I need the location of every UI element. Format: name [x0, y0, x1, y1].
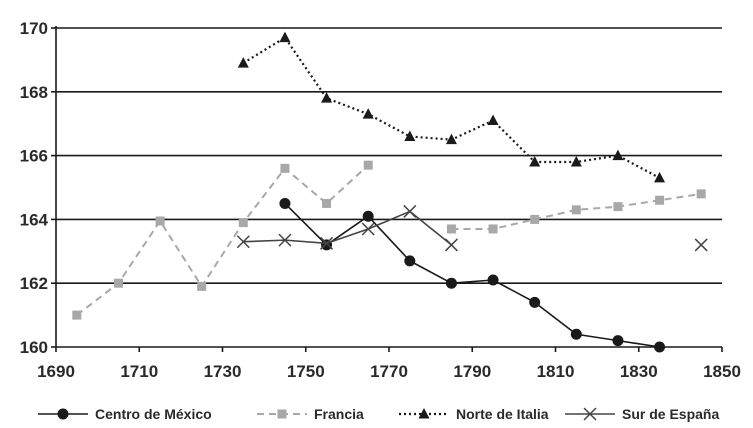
data-point-norte-de-italia-1765 — [362, 108, 374, 119]
series-layer — [72, 31, 708, 353]
y-tick-label-162: 162 — [20, 274, 48, 293]
data-point-norte-de-italia-1815 — [570, 155, 582, 167]
data-point-francia-1805 — [530, 214, 540, 224]
x-tick-label-1850: 1850 — [703, 362, 741, 381]
data-point-sur-de-espana-1745 — [278, 233, 292, 247]
series-line-centro-de-mexico-0 — [284, 202, 660, 348]
data-point-norte-de-italia-1825 — [612, 149, 624, 161]
data-point-norte-de-italia-1785 — [445, 133, 457, 145]
series-sur-de-espana — [236, 204, 708, 252]
data-point-norte-de-italia-1755 — [321, 92, 333, 103]
x-tick-label-1810: 1810 — [537, 362, 575, 381]
y-tick-label-168: 168 — [20, 83, 48, 102]
y-tick-label-170: 170 — [20, 19, 48, 38]
axes — [55, 26, 722, 348]
y-tick-label-166: 166 — [20, 147, 48, 166]
legend-swatch-marker-sur-de-espana — [583, 407, 597, 421]
data-point-norte-de-italia-1775 — [404, 130, 416, 141]
data-point-norte-de-italia-1795 — [487, 114, 499, 126]
legend: Centro de México Francia Norte de Italia Su… — [38, 406, 719, 422]
data-point-sur-de-espana-1755 — [320, 236, 334, 250]
data-point-francia-1705 — [113, 278, 123, 288]
x-tick-label-1690: 1690 — [37, 362, 75, 381]
data-point-francia-1815 — [571, 205, 581, 215]
legend-item-centro-de-mexico: Centro de México — [38, 406, 212, 422]
legend-swatch-marker-centro-de-mexico — [57, 408, 69, 420]
data-point-francia-1725 — [197, 281, 207, 291]
data-point-francia-1745 — [280, 163, 290, 173]
data-point-francia-1735 — [238, 218, 248, 228]
data-point-francia-1755 — [322, 198, 332, 208]
series-line-francia-0 — [76, 164, 369, 316]
data-point-norte-de-italia-1835 — [654, 171, 666, 183]
x-tick-label-1790: 1790 — [453, 362, 491, 381]
data-point-francia-1835 — [655, 195, 665, 205]
y-axis-ticks: 160 162 164 166 168 170 — [20, 19, 56, 357]
y-tick-label-164: 164 — [20, 210, 49, 229]
data-point-sur-de-espana-1765 — [361, 222, 375, 236]
data-point-sur-de-espana-1775 — [403, 204, 417, 218]
data-point-centro-de-mexico-1805 — [529, 296, 541, 308]
data-point-norte-de-italia-1735 — [237, 57, 249, 68]
data-point-centro-de-mexico-1765 — [362, 210, 374, 222]
data-point-centro-de-mexico-1835 — [654, 341, 666, 353]
data-point-centro-de-mexico-1785 — [445, 277, 457, 289]
data-point-francia-1765 — [363, 160, 373, 170]
series-centro-de-mexico — [279, 197, 666, 353]
legend-item-francia: Francia — [257, 406, 364, 422]
data-point-francia-1695 — [72, 310, 82, 320]
data-point-centro-de-mexico-1795 — [487, 274, 499, 286]
legend-item-norte-de-italia: Norte de Italia — [399, 406, 549, 422]
x-axis-ticks: 1690 1710 1730 1750 1770 1790 1810 1830 1850 — [37, 347, 741, 381]
x-tick-label-1730: 1730 — [204, 362, 242, 381]
gridlines — [56, 27, 722, 285]
data-point-centro-de-mexico-1745 — [279, 197, 291, 209]
series-francia — [72, 160, 706, 320]
data-point-norte-de-italia-1745 — [279, 31, 291, 43]
x-tick-label-1750: 1750 — [287, 362, 325, 381]
legend-label-norte-de-italia: Norte de Italia — [456, 406, 549, 422]
data-point-francia-1825 — [613, 202, 623, 212]
y-tick-label-160: 160 — [20, 338, 48, 357]
data-point-centro-de-mexico-1775 — [404, 255, 416, 267]
x-tick-label-1830: 1830 — [620, 362, 658, 381]
data-point-francia-1785 — [446, 224, 456, 234]
legend-swatch-marker-norte-de-italia — [418, 408, 430, 419]
x-tick-label-1770: 1770 — [370, 362, 408, 381]
data-point-sur-de-espana-1845 — [694, 238, 708, 252]
data-point-centro-de-mexico-1815 — [570, 328, 582, 340]
data-point-sur-de-espana-1735 — [236, 235, 250, 249]
data-point-centro-de-mexico-1755 — [321, 239, 333, 251]
data-point-centro-de-mexico-1825 — [612, 335, 624, 347]
legend-item-sur-de-espana: Sur de España — [565, 406, 719, 422]
x-tick-label-1710: 1710 — [120, 362, 158, 381]
legend-label-francia: Francia — [314, 406, 364, 422]
legend-label-centro-de-mexico: Centro de México — [95, 406, 212, 422]
legend-label-sur-de-espana: Sur de España — [622, 406, 719, 422]
data-point-sur-de-espana-1785 — [444, 238, 458, 252]
series-line-norte-de-italia-0 — [242, 36, 661, 179]
data-point-francia-1795 — [488, 224, 498, 234]
legend-swatch-marker-francia — [277, 409, 287, 419]
data-point-francia-1845 — [696, 189, 706, 199]
series-line-sur-de-espana-0 — [243, 210, 452, 246]
series-norte-de-italia — [237, 31, 666, 183]
data-point-francia-1715 — [155, 216, 165, 226]
data-point-norte-de-italia-1805 — [529, 155, 541, 167]
